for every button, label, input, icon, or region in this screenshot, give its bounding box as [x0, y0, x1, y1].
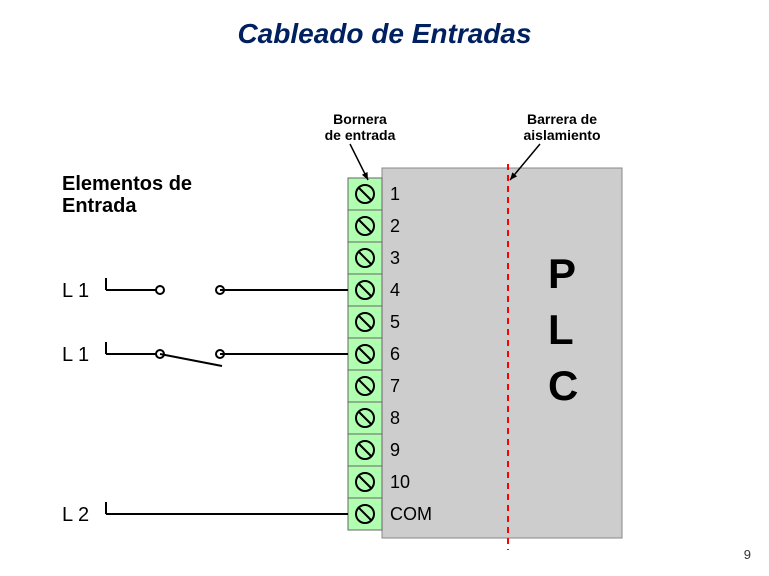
page-title: Cableado de Entradas [0, 18, 769, 50]
terminal-label: COM [390, 504, 432, 524]
terminal-label: 8 [390, 408, 400, 428]
slide-number: 9 [744, 547, 751, 562]
contact-node-icon [156, 286, 164, 294]
terminal-label: 3 [390, 248, 400, 268]
terminal-label: 10 [390, 472, 410, 492]
terminal-label: 6 [390, 344, 400, 364]
switch-blade [160, 354, 222, 366]
plc-letter: P [548, 250, 576, 297]
terminal-label: 5 [390, 312, 400, 332]
terminal-label: 1 [390, 184, 400, 204]
plc-box [382, 168, 622, 538]
source-label: L 2 [62, 504, 89, 526]
bornera-label: Bornera [333, 111, 387, 127]
plc-letter: C [548, 362, 578, 409]
terminal-label: 4 [390, 280, 400, 300]
source-label: L 1 [62, 344, 89, 366]
wiring-diagram: 1 2 3 4 5 6 7 8 9 10 COM PLC Bornerade entrada Barrer… [0, 80, 769, 560]
bornera-label: de entrada [325, 127, 396, 143]
terminal-label: 2 [390, 216, 400, 236]
barrera-label: Barrera de [527, 111, 597, 127]
elementos-label: Entrada [62, 195, 137, 217]
plc-letter: L [548, 306, 574, 353]
elementos-label: Elementos de [62, 173, 192, 195]
terminal-label: 9 [390, 440, 400, 460]
barrera-label: aislamiento [523, 127, 600, 143]
source-label: L 1 [62, 280, 89, 302]
terminal-label: 7 [390, 376, 400, 396]
